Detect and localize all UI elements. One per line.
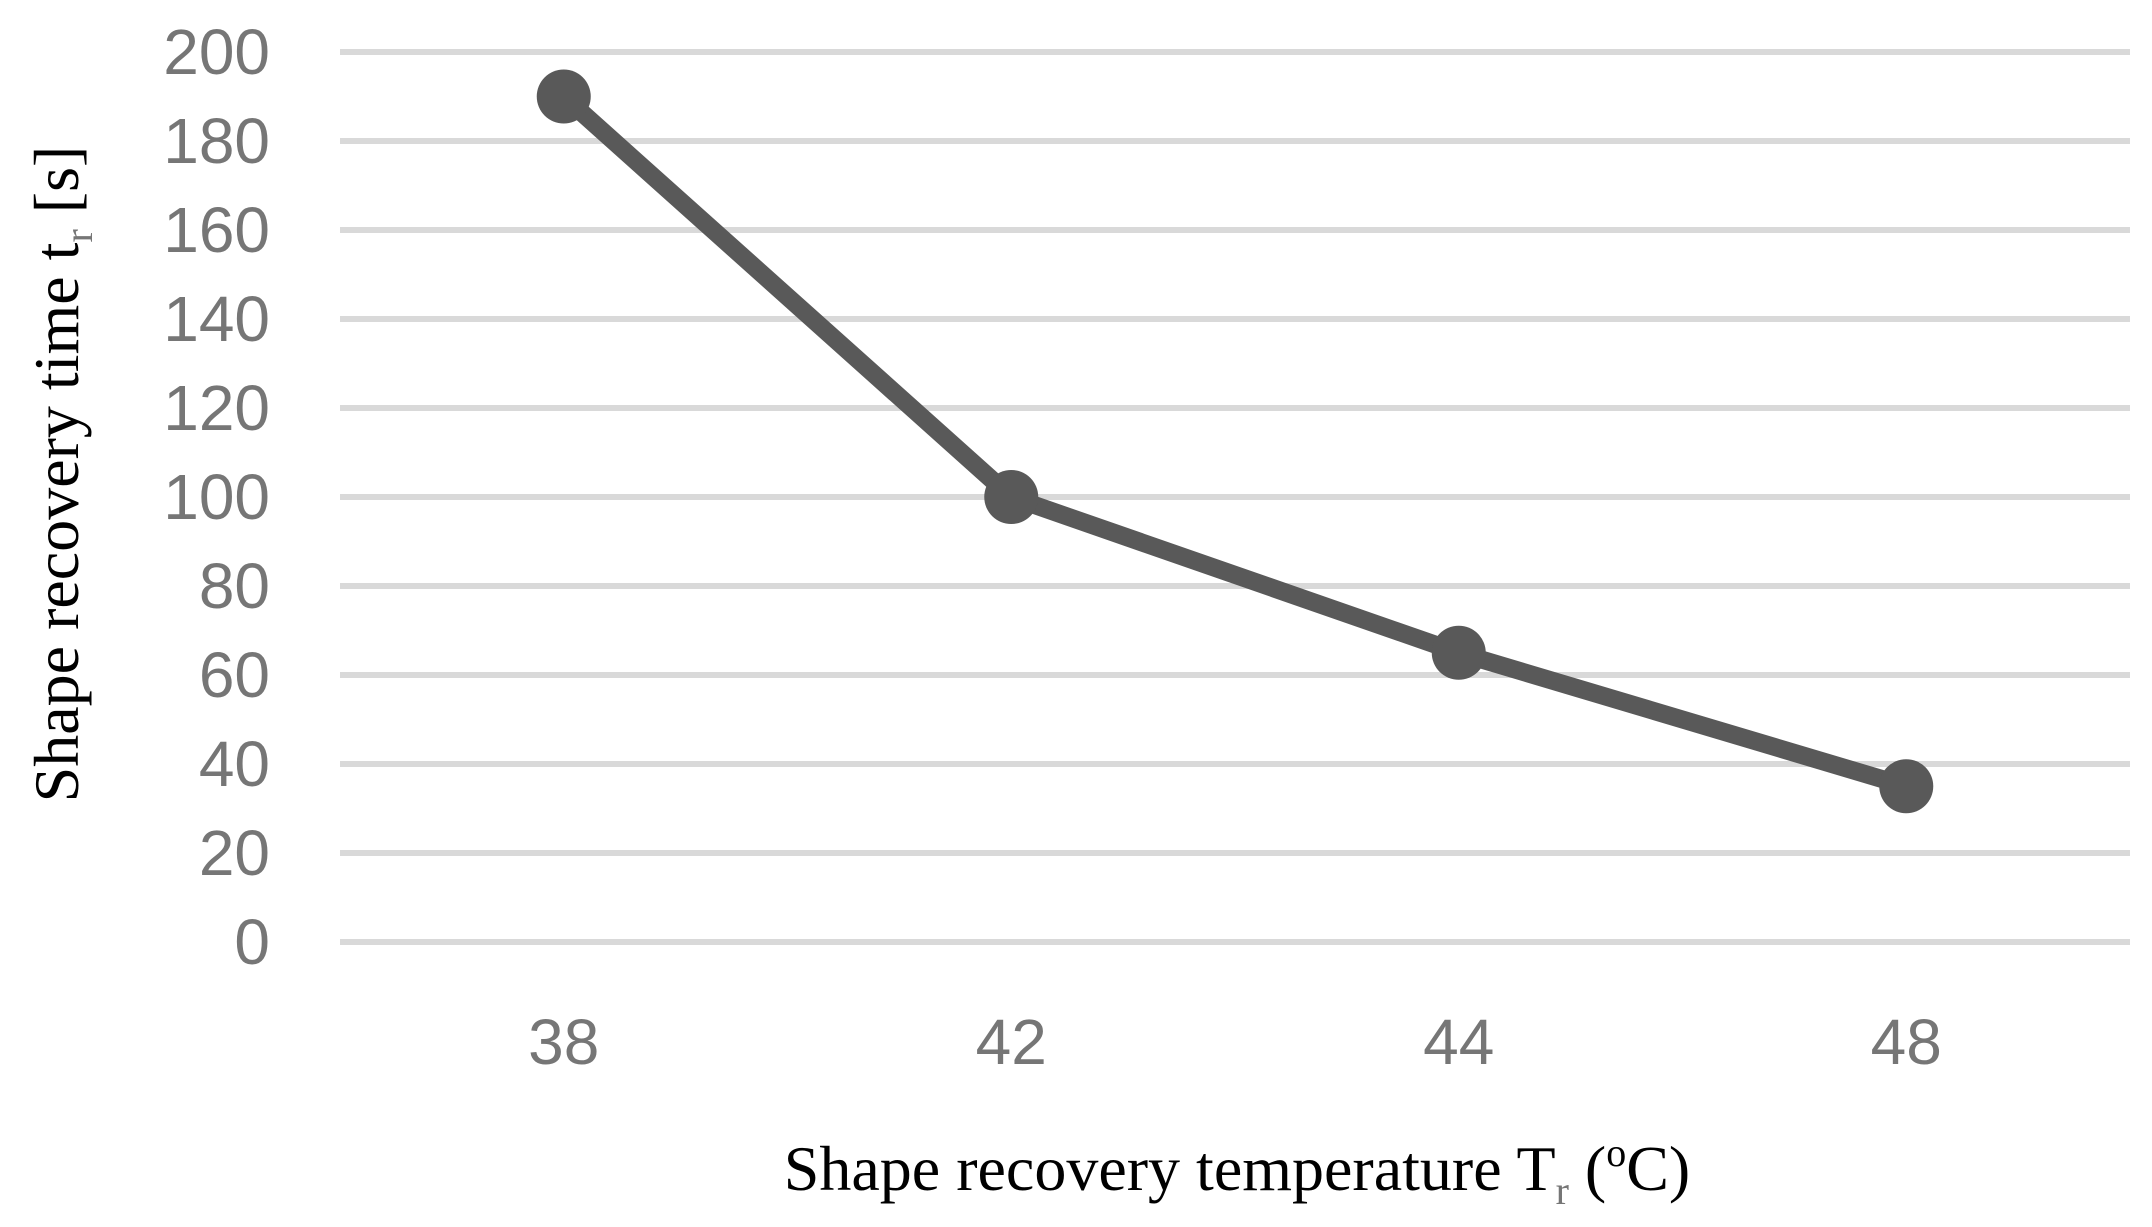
data-point-38 (536, 69, 591, 124)
y-tick-label: 140 (163, 283, 270, 355)
x-axis-tick-labels: 38 42 44 48 (528, 1006, 1942, 1078)
x-tick-label: 38 (528, 1006, 599, 1078)
y-axis-tick-labels: 0 20 40 60 80 100 120 140 160 180 200 (163, 16, 270, 978)
y-tick-label: 200 (163, 16, 270, 88)
x-tick-label: 42 (976, 1006, 1047, 1078)
x-axis-title: Shape recovery temperature Tr (oC) (784, 1130, 1690, 1213)
x-axis-title-subscript: r (1556, 1168, 1569, 1213)
data-point-48 (1879, 759, 1934, 814)
x-tick-label: 44 (1423, 1006, 1494, 1078)
y-tick-label: 160 (163, 194, 270, 266)
y-tick-label: 60 (199, 639, 270, 711)
x-axis-title-main: Shape recovery temperature T (784, 1133, 1556, 1204)
x-axis-title-close: C) (1626, 1133, 1690, 1204)
y-axis-title-subscript: r (56, 229, 101, 242)
y-tick-label: 120 (163, 372, 270, 444)
data-point-44 (1431, 625, 1486, 680)
series-line (554, 87, 1916, 796)
x-tick-label: 48 (1871, 1006, 1942, 1078)
y-tick-label: 0 (234, 906, 270, 978)
gridlines (340, 49, 2130, 945)
y-tick-label: 100 (163, 461, 270, 533)
y-tick-label: 80 (199, 550, 270, 622)
y-axis-title-main: Shape recovery time t (21, 242, 92, 802)
series-layer (536, 69, 1934, 814)
y-tick-label: 20 (199, 817, 270, 889)
y-tick-label: 180 (163, 105, 270, 177)
data-point-42 (984, 470, 1039, 524)
y-axis-title-unit: [s] (21, 146, 92, 230)
y-tick-label: 40 (199, 728, 270, 800)
x-axis-title-open: ( (1569, 1133, 1606, 1204)
y-axis-title: Shape recovery time tr [s] (21, 146, 101, 803)
x-axis-title-superscript: o (1606, 1130, 1626, 1175)
